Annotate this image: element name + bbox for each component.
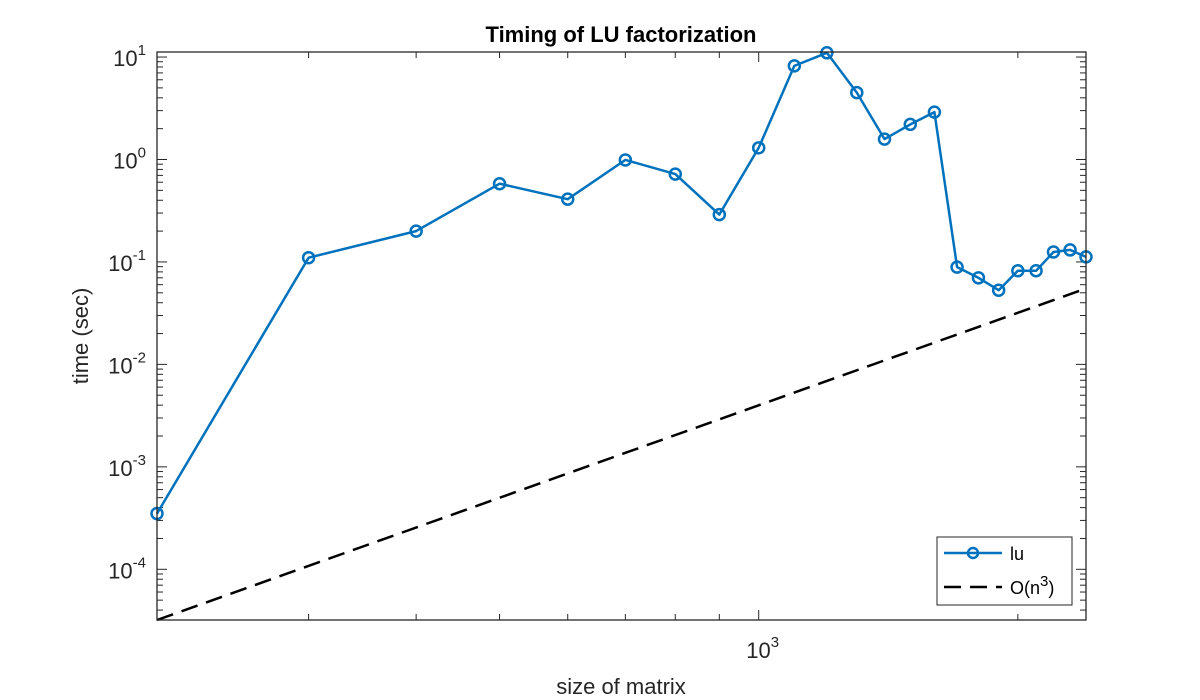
data-point-marker — [950, 260, 964, 274]
y-tick-label: 100 — [113, 144, 146, 173]
data-point-marker — [1029, 264, 1043, 278]
data-point-marker — [492, 176, 507, 191]
data-point-marker — [712, 207, 727, 222]
data-point-marker — [820, 46, 834, 60]
legend-entry-on3: O(n3) — [944, 573, 1054, 598]
data-point-marker — [560, 192, 575, 206]
series-line-on3 — [156, 287, 1087, 622]
data-point-marker — [751, 141, 766, 155]
x-tick-label: 103 — [746, 634, 779, 663]
data-point-marker — [409, 224, 423, 238]
y-axis-label: time (sec) — [68, 288, 93, 385]
y-tick-label: 10-4 — [108, 554, 146, 583]
data-point-marker — [971, 271, 986, 285]
y-tick-label: 101 — [113, 42, 146, 71]
y-tick-label: 10-2 — [108, 349, 146, 378]
y-tick-label: 10-1 — [108, 247, 146, 276]
data-point-marker — [877, 132, 892, 146]
data-point-marker — [787, 59, 802, 73]
data-point-marker — [927, 105, 942, 119]
x-axis-label: size of matrix — [556, 674, 686, 699]
data-point-marker — [991, 283, 1006, 297]
chart-title: Timing of LU factorization — [486, 22, 757, 47]
legend-entry-lu: lu — [944, 544, 1024, 564]
data-point-marker — [668, 167, 683, 181]
axes-box — [156, 51, 1087, 621]
y-tick-labels: 101 100 10-1 10-2 10-3 10-4 — [108, 42, 146, 583]
legend-label-on3: O(n3) — [1010, 573, 1054, 598]
plot-area — [157, 52, 1086, 620]
data-point-marker — [1063, 243, 1077, 257]
data-point-marker — [1011, 264, 1025, 278]
circle-marker-icon — [966, 546, 980, 560]
y-tick-label: 10-3 — [108, 452, 146, 481]
data-point-marker — [903, 117, 918, 132]
data-point-marker — [618, 153, 633, 167]
legend: lu O(n3) — [936, 536, 1073, 606]
axis-ticks — [156, 52, 1086, 620]
data-point-marker — [1046, 245, 1061, 259]
data-point-marker — [850, 85, 864, 100]
legend-box — [936, 536, 1073, 606]
data-point-marker — [301, 250, 316, 265]
legend-label-lu: lu — [1010, 544, 1024, 564]
series-layer — [150, 46, 1093, 622]
x-tick-labels: 103 — [746, 634, 779, 663]
